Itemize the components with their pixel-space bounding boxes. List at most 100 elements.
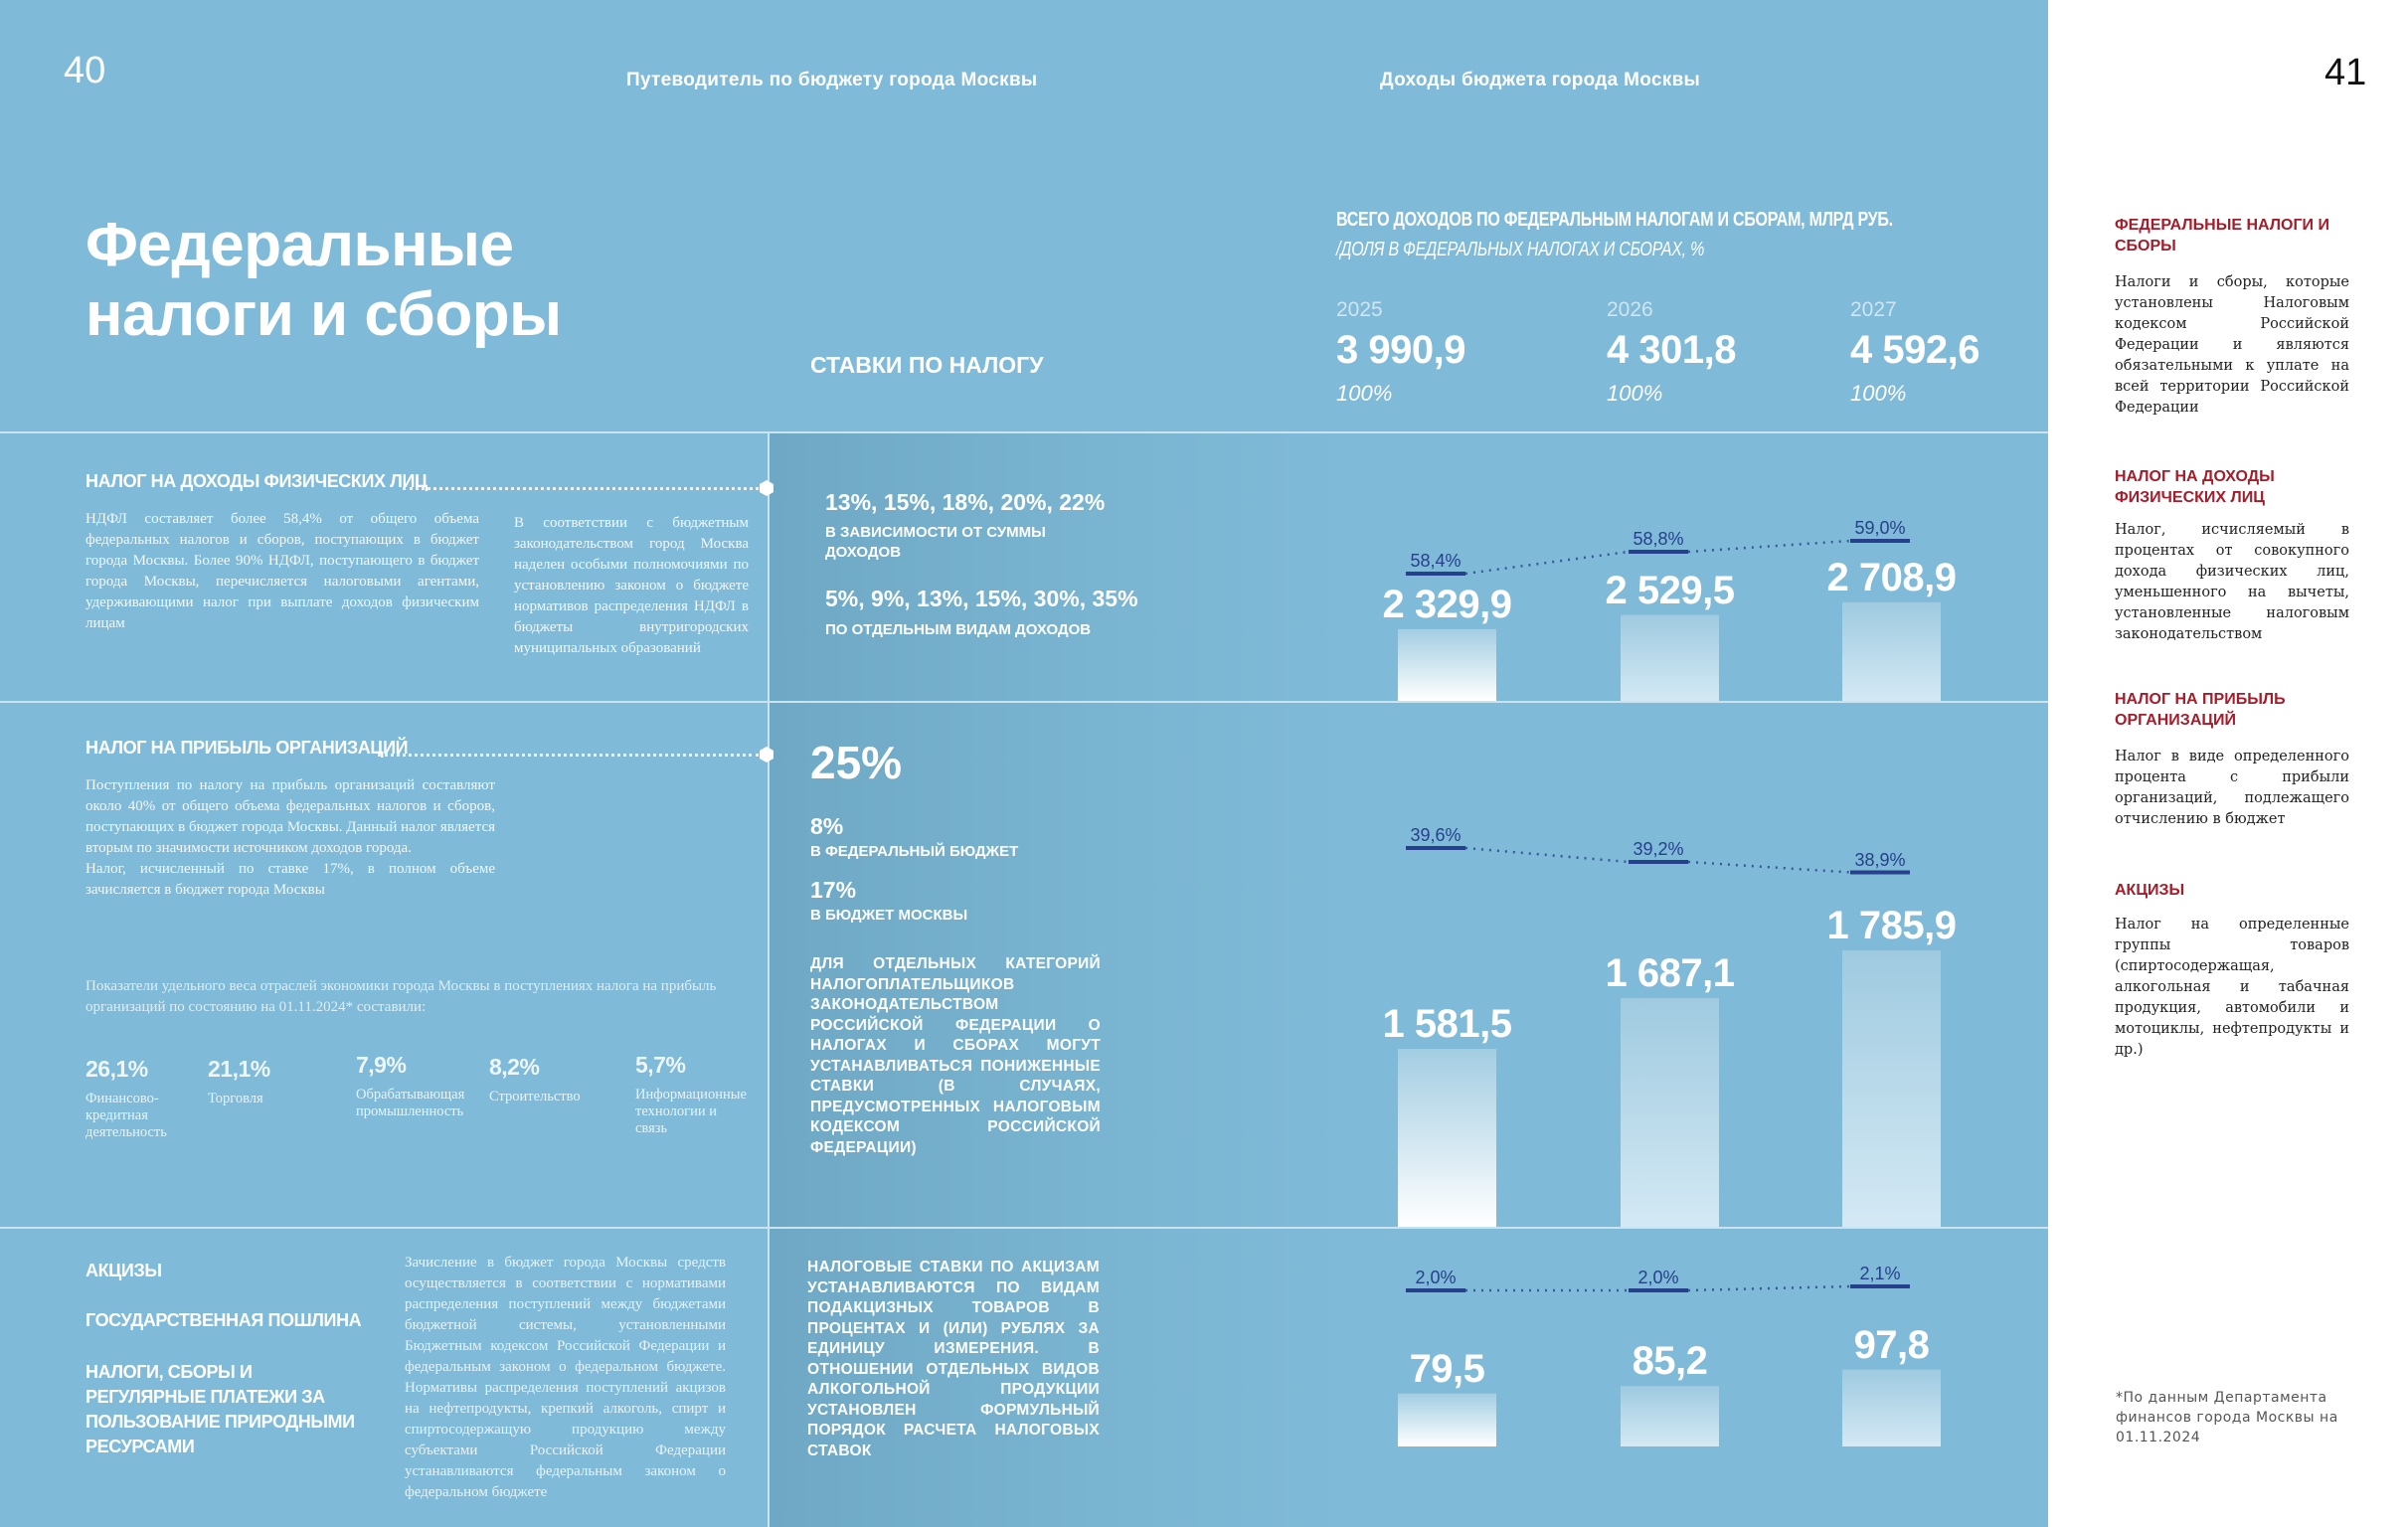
sector-label: Финансово-кредитная деятельность xyxy=(86,1091,167,1140)
dotted-leader xyxy=(403,487,759,490)
bar-value-label: 85,2 xyxy=(1632,1339,1708,1384)
sector-label: Обрабатывающая промышленность xyxy=(356,1087,465,1119)
share-trend-line xyxy=(1687,860,1851,874)
glossary-term: НАЛОГ НА ПРИБЫЛЬ ОРГАНИЗАЦИЙ xyxy=(2115,691,2286,729)
column-divider xyxy=(768,431,770,1527)
ndfl-text: НДФЛ составляет более 58,4% от общего об… xyxy=(86,511,479,631)
bar-value-label: 1 785,9 xyxy=(1826,904,1957,948)
summary-2026: 2026 4 301,8 100% xyxy=(1607,298,1736,407)
glossary-term: АКЦИЗЫ xyxy=(2115,882,2185,899)
profit-heading: НАЛОГ НА ПРИБЫЛЬ ОРГАНИЗАЦИЙ xyxy=(86,738,409,758)
divider xyxy=(0,431,2048,433)
share-trend-line xyxy=(1464,846,1630,864)
profit-rate-main: 25% xyxy=(810,737,903,788)
ndfl-rates-special: 5%, 9%, 13%, 15%, 30%, 35% xyxy=(825,586,1138,611)
section-title: Доходы бюджета города Москвы xyxy=(1380,70,1701,90)
divider xyxy=(0,1227,2048,1229)
sector-stat: 5,7% Информационные технологии и связь xyxy=(635,1052,747,1137)
bar-2027 xyxy=(1842,601,1941,701)
ndfl-rates-note: В ЗАВИСИМОСТИ ОТ СУММЫ ДОХОДОВ xyxy=(825,524,1046,561)
bar-2026 xyxy=(1621,997,1719,1227)
ndfl-rates-progressive: 13%, 15%, 18%, 20%, 22% xyxy=(825,489,1106,515)
page-number-left: 40 xyxy=(64,50,106,91)
year: 2027 xyxy=(1850,298,1897,321)
share-label: 39,6% xyxy=(1410,825,1462,845)
rates-column-background xyxy=(769,431,2048,1527)
sector-value: 21,1% xyxy=(208,1056,270,1082)
page-title: Федеральные налоги и сборы xyxy=(86,211,562,349)
divider xyxy=(0,701,2048,703)
sector-stat: 26,1% Финансово-кредитная деятельность xyxy=(86,1056,195,1141)
excise-heading: АКЦИЗЫ xyxy=(86,1261,162,1280)
sector-label: Строительство xyxy=(489,1089,581,1104)
share-label: 2,0% xyxy=(1415,1268,1457,1287)
sector-label: Информационные технологии и связь xyxy=(635,1087,747,1136)
share-trend-line xyxy=(1464,550,1630,576)
total-value: 4 301,8 xyxy=(1607,328,1736,372)
excise-rates-note: НАЛОГОВЫЕ СТАВКИ ПО АКЦИЗАМ УСТАНАВЛИВАЮ… xyxy=(807,1259,1100,1459)
glossary-definition: Налог на определенные группы товаров (сп… xyxy=(2115,917,2349,1058)
state-duty-heading: ГОСУДАРСТВЕННАЯ ПОШЛИНА xyxy=(86,1310,362,1330)
share-label: 39,2% xyxy=(1633,839,1684,859)
rates-heading: СТАВКИ ПО НАЛОГУ xyxy=(810,352,1044,378)
profit-text-rate: Налог, исчисленный по ставке 17%, в полн… xyxy=(86,861,495,898)
summary-2025: 2025 3 990,9 100% xyxy=(1336,298,1465,407)
sector-value: 8,2% xyxy=(489,1054,540,1080)
total-value: 4 592,6 xyxy=(1850,328,1979,372)
summary-subheading: /ДОЛЯ В ФЕДЕРАЛЬНЫХ НАЛОГАХ И СБОРАХ, % xyxy=(1336,239,1705,260)
bar-value-label: 2 329,9 xyxy=(1382,582,1512,626)
bar-2025 xyxy=(1398,628,1496,701)
sector-value: 26,1% xyxy=(86,1056,148,1082)
charts-layer xyxy=(1398,539,1941,1446)
summary-2027: 2027 4 592,6 100% xyxy=(1850,298,1979,407)
profit-rate-federal: 8% xyxy=(810,813,844,839)
year: 2025 xyxy=(1336,298,1383,321)
footnote: *По данным Департамента финансов города … xyxy=(2116,1390,2338,1445)
sector-stat: 21,1% Торговля xyxy=(208,1056,317,1107)
ndfl-heading: НАЛОГ НА ДОХОДЫ ФИЗИЧЕСКИХ ЛИЦ xyxy=(86,471,428,491)
hexagon-marker-icon xyxy=(760,747,774,763)
bar-2026 xyxy=(1621,1386,1719,1446)
bar-value-label: 1 687,1 xyxy=(1605,950,1735,995)
share-label: 58,8% xyxy=(1633,529,1684,549)
share-label: 59,0% xyxy=(1854,518,1906,538)
bar-value-label: 79,5 xyxy=(1409,1346,1485,1391)
share-label: 2,1% xyxy=(1859,1264,1901,1283)
bar-2025 xyxy=(1398,1049,1496,1227)
glossary-term: ФЕДЕРАЛЬНЫЕ НАЛОГИ И СБОРЫ xyxy=(2115,217,2329,254)
bar-value-label: 97,8 xyxy=(1853,1322,1930,1367)
bar-value-label: 2 529,5 xyxy=(1605,568,1735,612)
profit-rate-federal-note: В ФЕДЕРАЛЬНЫЙ БЮДЖЕТ xyxy=(810,843,1019,860)
glossary-definition: Налог, исчисляемый в процентах от совоку… xyxy=(2115,522,2349,642)
bar-2027 xyxy=(1842,1369,1941,1446)
page-number-right: 41 xyxy=(2324,52,2367,93)
glossary-definition: Налоги и сборы, которые установлены Нало… xyxy=(2115,274,2349,416)
profit-rate-city: 17% xyxy=(810,877,857,903)
profit-rate-city-note: В БЮДЖЕТ МОСКВЫ xyxy=(810,907,968,924)
bar-2027 xyxy=(1842,950,1941,1227)
sector-value: 7,9% xyxy=(356,1052,407,1078)
sector-label: Торговля xyxy=(208,1091,263,1106)
share-value: 100% xyxy=(1336,381,1393,406)
share-value: 100% xyxy=(1850,381,1907,406)
excise-text: Зачисление в бюджет города Москвы средст… xyxy=(405,1255,726,1500)
year: 2026 xyxy=(1607,298,1653,321)
total-value: 3 990,9 xyxy=(1336,328,1465,372)
bar-value-label: 1 581,5 xyxy=(1382,1002,1512,1047)
share-label: 38,9% xyxy=(1854,849,1906,870)
share-value: 100% xyxy=(1607,381,1663,406)
hexagon-marker-icon xyxy=(760,480,774,496)
bar-value-label: 2 708,9 xyxy=(1826,555,1957,599)
guide-title: Путеводитель по бюджету города Москвы xyxy=(626,70,1038,90)
profit-text-main: Поступления по налогу на прибыль организ… xyxy=(86,777,495,856)
sector-value: 5,7% xyxy=(635,1052,686,1078)
summary-heading: ВСЕГО ДОХОДОВ ПО ФЕДЕРАЛЬНЫМ НАЛОГАМ И С… xyxy=(1336,209,1893,231)
glossary: ФЕДЕРАЛЬНЫЕ НАЛОГИ И СБОРЫ Налоги и сбор… xyxy=(2115,215,2353,1061)
bar-2025 xyxy=(1398,1393,1496,1446)
indicators-intro: Показатели удельного веса отраслей эконо… xyxy=(86,978,717,1015)
natural-resources-heading: НАЛОГИ, СБОРЫ И РЕГУЛЯРНЫЕ ПЛАТЕЖИ ЗА ПО… xyxy=(86,1362,355,1456)
profit-reduced-note: ДЛЯ ОТДЕЛЬНЫХ КАТЕГОРИЙ НАЛОГОПЛАТЕЛЬЩИК… xyxy=(810,955,1101,1156)
bar-2026 xyxy=(1621,614,1719,701)
share-trend-line xyxy=(1687,539,1851,554)
ndfl-rates-special-note: ПО ОТДЕЛЬНЫМ ВИДАМ ДОХОДОВ xyxy=(825,621,1092,638)
